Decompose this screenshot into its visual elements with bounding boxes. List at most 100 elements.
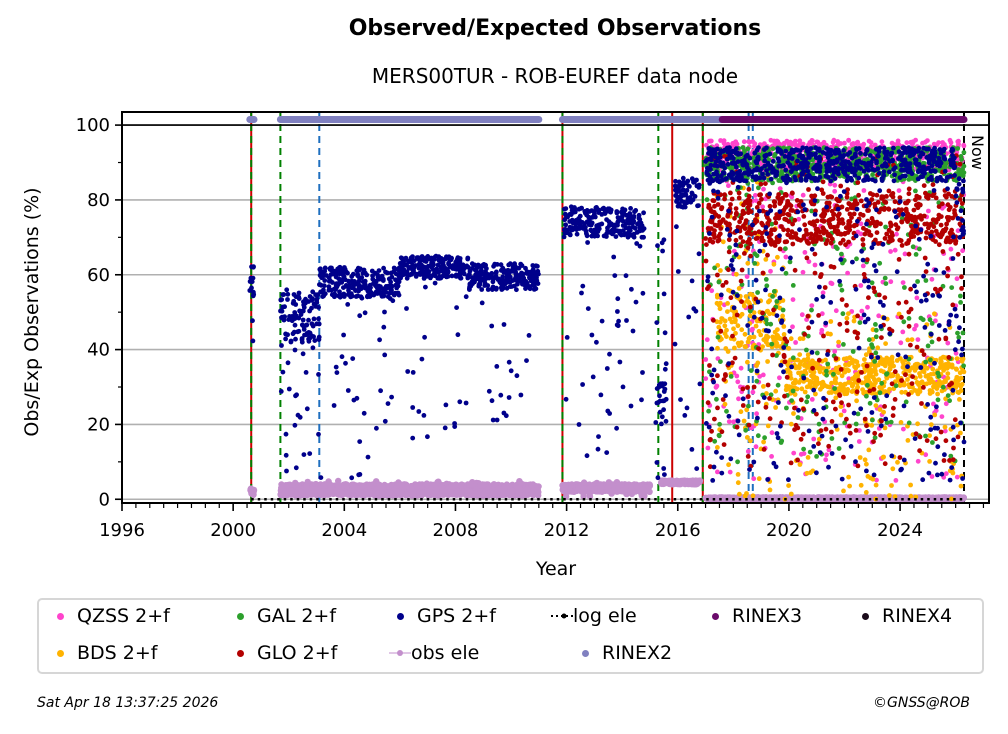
- data-point: [580, 485, 588, 492]
- data-point: [703, 357, 709, 362]
- data-point: [727, 469, 733, 475]
- data-point: [961, 363, 966, 369]
- data-point: [877, 359, 883, 365]
- data-point: [927, 459, 932, 464]
- data-point: [946, 361, 951, 366]
- data-point: [765, 308, 771, 314]
- data-point: [888, 249, 893, 254]
- data-point: [361, 482, 368, 489]
- data-point: [723, 346, 729, 351]
- data-point: [814, 350, 820, 356]
- chart-subtitle: MERS00TUR - ROB-EUREF data node: [371, 64, 739, 88]
- data-point: [521, 491, 528, 498]
- data-point: [744, 491, 749, 496]
- data-point: [871, 368, 877, 373]
- data-point: [755, 290, 760, 295]
- data-point: [862, 357, 867, 362]
- data-point: [900, 329, 906, 335]
- data-point: [862, 457, 868, 463]
- data-point: [901, 361, 906, 367]
- data-point: [767, 487, 773, 493]
- data-point: [913, 323, 919, 328]
- data-point: [278, 484, 285, 492]
- data-point: [849, 383, 855, 389]
- data-point: [945, 375, 951, 381]
- data-point: [771, 337, 777, 343]
- data-point: [288, 487, 295, 495]
- data-point: [804, 399, 810, 405]
- data-point: [317, 488, 324, 495]
- data-point: [783, 254, 789, 260]
- data-point: [831, 371, 836, 377]
- data-point: [726, 419, 732, 424]
- data-point: [932, 412, 938, 418]
- data-point: [749, 292, 755, 298]
- data-point: [396, 490, 404, 497]
- data-point: [433, 485, 440, 492]
- data-point: [809, 303, 815, 308]
- data-point: [908, 493, 914, 499]
- data-point: [756, 476, 762, 482]
- data-point: [913, 188, 918, 194]
- data-point: [832, 349, 838, 354]
- data-point: [783, 270, 789, 276]
- data-point: [800, 269, 806, 275]
- data-point: [622, 486, 629, 493]
- data-point: [883, 341, 888, 346]
- data-point: [500, 485, 508, 492]
- data-point: [749, 327, 755, 333]
- data-point: [896, 188, 902, 194]
- data-point: [958, 293, 963, 299]
- data-point: [765, 423, 771, 429]
- data-point: [739, 327, 745, 333]
- data-point: [832, 377, 838, 383]
- data-point: [703, 376, 709, 381]
- data-point: [452, 481, 460, 488]
- data-point: [915, 458, 921, 464]
- data-point: [736, 396, 741, 402]
- data-point: [809, 379, 814, 385]
- data-point: [949, 496, 954, 502]
- data-point: [773, 388, 779, 394]
- data-point: [905, 438, 911, 443]
- data-point: [713, 384, 719, 390]
- data-point: [940, 354, 946, 360]
- data-point: [761, 439, 766, 445]
- data-point: [499, 490, 507, 498]
- data-point: [753, 444, 759, 450]
- data-point: [534, 489, 542, 497]
- data-point: [350, 483, 358, 490]
- data-point: [846, 137, 851, 143]
- data-point: [750, 493, 756, 499]
- data-point: [929, 339, 935, 345]
- data-point: [869, 423, 875, 428]
- data-point: [882, 275, 888, 281]
- data-point: [808, 360, 813, 366]
- data-point: [767, 298, 772, 304]
- data-point: [800, 192, 806, 198]
- data-point: [743, 344, 749, 350]
- data-point: [775, 382, 781, 388]
- data-point: [755, 433, 761, 439]
- data-point: [876, 313, 882, 319]
- data-point: [726, 462, 731, 468]
- data-point: [865, 382, 870, 388]
- data-point: [790, 324, 795, 330]
- data-point: [950, 364, 955, 370]
- data-point: [727, 245, 732, 251]
- data-point: [718, 359, 723, 364]
- data-point: [633, 483, 641, 490]
- data-point: [715, 345, 720, 351]
- data-point: [448, 483, 455, 490]
- data-point: [956, 335, 962, 340]
- data-point: [472, 490, 479, 497]
- data-point: [768, 268, 773, 274]
- data-point: [705, 445, 711, 451]
- data-point: [958, 300, 963, 305]
- data-point: [755, 360, 761, 366]
- data-point: [704, 337, 710, 343]
- data-point: [954, 276, 960, 282]
- data-point: [398, 481, 405, 488]
- data-point: [877, 260, 883, 266]
- data-point: [914, 295, 920, 301]
